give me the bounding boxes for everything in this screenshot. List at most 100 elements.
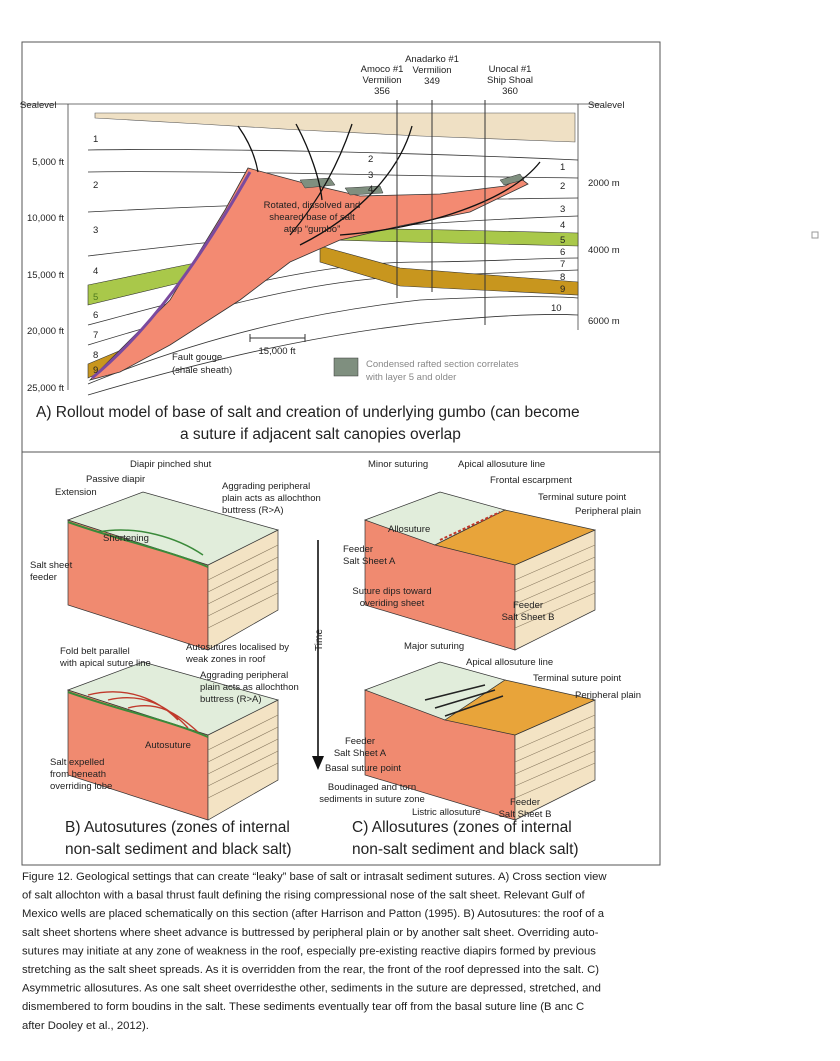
label: Minor suturing xyxy=(368,459,428,470)
roof-edge xyxy=(67,691,209,738)
label: Vermilion xyxy=(362,75,401,86)
label: 2000 m xyxy=(588,178,620,189)
label: weak zones in roof xyxy=(185,654,266,665)
label: Feeder xyxy=(510,797,540,808)
label: Vermilion xyxy=(412,65,451,76)
label: 1 xyxy=(560,162,565,173)
label: Feeder xyxy=(513,600,543,611)
label: Autosutures localised by xyxy=(186,642,289,653)
label: overriding lobe xyxy=(50,781,112,792)
label: 360 xyxy=(502,86,518,97)
label: 6 xyxy=(560,247,565,258)
label: Salt Sheet B xyxy=(499,809,552,820)
label: 1 xyxy=(93,134,98,145)
layer-line xyxy=(87,314,579,396)
block-b-top xyxy=(66,491,279,651)
label: after Dooley et al., 2012). xyxy=(22,1020,149,1032)
label: (shale sheath) xyxy=(172,365,232,376)
rafted-section xyxy=(344,185,384,196)
label: with layer 5 and older xyxy=(365,372,456,383)
label: Ship Shoal xyxy=(487,75,533,86)
label: Condensed rafted section correlates xyxy=(366,359,519,370)
label: Diapir pinched shut xyxy=(130,459,212,470)
label: 8 xyxy=(93,350,98,361)
label: of salt allochton with a basal thrust fa… xyxy=(22,890,586,902)
label: Boudinaged and torn xyxy=(328,782,416,793)
label: 15,000 ft xyxy=(259,346,296,357)
label: stretching as the salt sheet spreads. As… xyxy=(22,964,599,976)
label: Aggrading peripheral xyxy=(222,481,310,492)
label: Salt sheet xyxy=(30,560,73,571)
block-c-bottom xyxy=(364,661,597,821)
label: 8 xyxy=(560,272,565,283)
marker xyxy=(811,231,819,239)
label: Salt expelled xyxy=(50,757,104,768)
label: salt sheet shortens where sheet advance … xyxy=(22,927,599,939)
label: Rotated, dissolved and xyxy=(264,200,361,211)
label: 3 xyxy=(93,225,98,236)
label: 7 xyxy=(93,330,98,341)
label: Listric allosuture xyxy=(412,807,481,818)
label: C) Allosutures (zones of internal xyxy=(352,819,572,836)
label: from beneath xyxy=(50,769,106,780)
label: Mexico wells are placed schematically on… xyxy=(22,908,605,920)
label: 4000 m xyxy=(588,245,620,256)
water-wedge xyxy=(94,112,576,143)
label: Salt Sheet B xyxy=(502,612,555,623)
label: 2 xyxy=(93,180,98,191)
label: 2 xyxy=(560,181,565,192)
label: A) Rollout model of base of salt and cre… xyxy=(36,404,580,421)
label: Sealevel xyxy=(588,100,624,111)
label: plain acts as allochthon xyxy=(200,682,299,693)
label: non-salt sediment and black salt) xyxy=(352,841,579,858)
label: Shortening xyxy=(103,533,149,544)
label: buttress (R>A) xyxy=(200,694,262,705)
label: Suture dips toward xyxy=(352,586,431,597)
label: 3 xyxy=(368,170,373,181)
label: a suture if adjacent salt canopies overl… xyxy=(180,426,461,443)
rafted-section xyxy=(299,177,336,189)
label: Aggrading peripheral xyxy=(200,670,288,681)
label: 5 xyxy=(93,292,98,303)
label: 356 xyxy=(374,86,390,97)
label: Anadarko #1 xyxy=(405,54,459,65)
roof-fold xyxy=(97,529,204,556)
label: Amoco #1 xyxy=(361,64,404,75)
time-arrowhead xyxy=(312,756,324,770)
label: overiding sheet xyxy=(360,598,425,609)
label: Frontal escarpment xyxy=(490,475,572,486)
label: Passive diapir xyxy=(86,474,145,485)
label: Figure 12. Geological settings that can … xyxy=(22,871,607,883)
label: 5,000 ft xyxy=(32,157,64,168)
label: Major suturing xyxy=(404,641,464,652)
figure-frame xyxy=(21,41,661,866)
label: 10 xyxy=(551,303,562,314)
label: Apical allosuture line xyxy=(458,459,545,470)
label: Peripheral plain xyxy=(575,506,641,517)
rafted-section xyxy=(499,173,525,186)
label: 9 xyxy=(560,284,565,295)
block-c-top xyxy=(363,491,597,651)
label: 20,000 ft xyxy=(27,326,64,337)
autosutures xyxy=(87,691,199,733)
label: Fold belt parallel xyxy=(60,646,130,657)
salt-body xyxy=(88,167,529,381)
label: Basal suture point xyxy=(325,763,401,774)
fault xyxy=(299,125,413,246)
label: Apical allosuture line xyxy=(466,657,553,668)
label: buttress (R>A) xyxy=(222,505,284,516)
label: 25,000 ft xyxy=(27,383,64,394)
label: Terminal suture point xyxy=(533,673,622,684)
label: sheared base of salt xyxy=(269,212,355,223)
label: Autosuture xyxy=(145,740,191,751)
strata xyxy=(207,544,596,799)
label: plain acts as allochthon xyxy=(222,493,321,504)
label: 349 xyxy=(424,76,440,87)
label: 5 xyxy=(560,235,565,246)
label: Salt Sheet A xyxy=(334,748,387,759)
label: sediments in suture zone xyxy=(319,794,425,805)
label: Feeder xyxy=(345,736,375,747)
label: atop “gumbo” xyxy=(284,224,341,235)
cross-section xyxy=(20,100,600,396)
label: 7 xyxy=(560,259,565,270)
